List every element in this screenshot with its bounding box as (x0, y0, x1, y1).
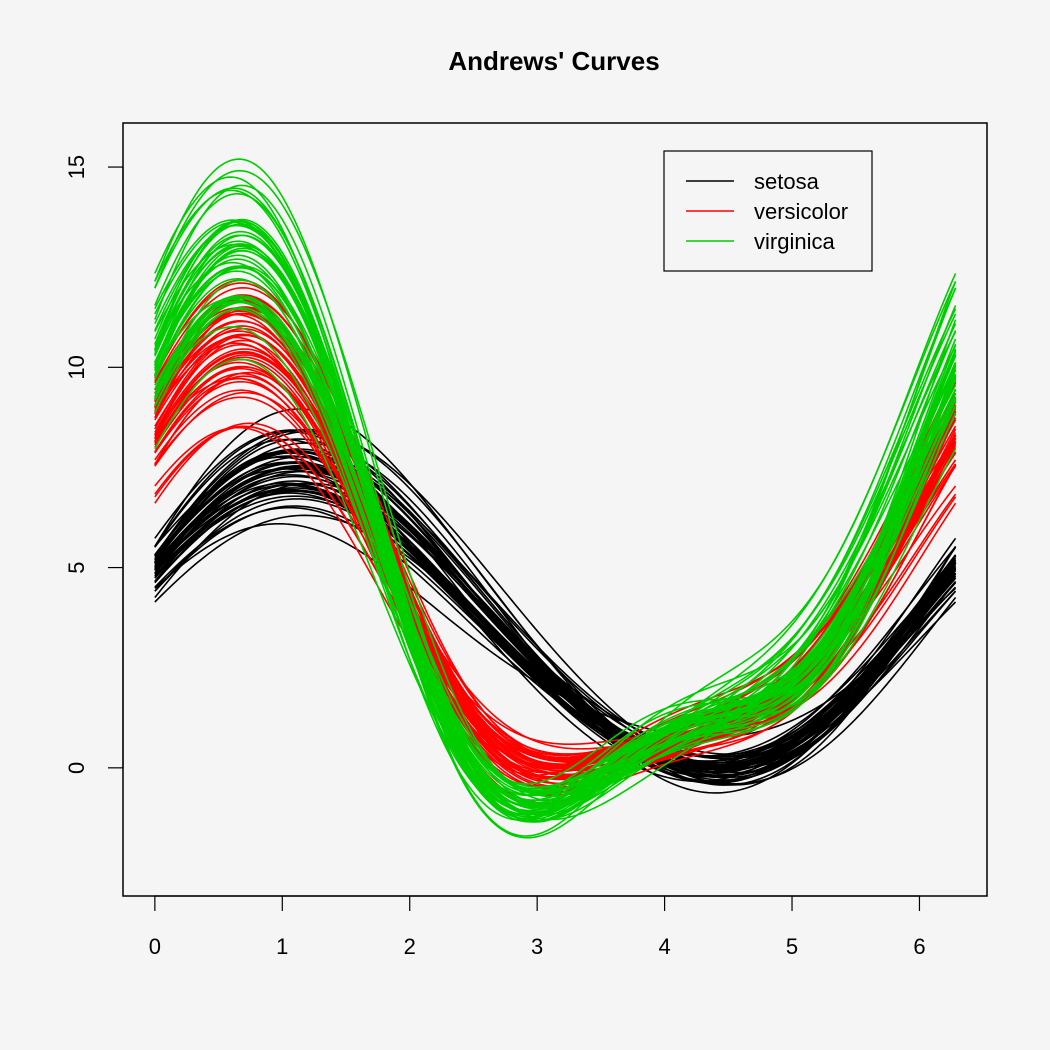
curve-setosa-50 (154, 475, 957, 766)
curve-virginica-19 (154, 176, 957, 837)
x-axis: 0 1 2 3 4 5 6 (149, 895, 926, 959)
chart-title: Andrews' Curves (448, 46, 659, 76)
curve-setosa-48 (154, 490, 957, 773)
legend-label-virginica: virginica (754, 229, 835, 254)
curve-versicolor-39 (154, 354, 957, 776)
y-axis: 0 5 10 15 (64, 155, 124, 774)
x-tick-label: 5 (786, 934, 798, 959)
legend: setosa versicolor virginica (663, 150, 873, 272)
curve-virginica-36 (154, 193, 957, 803)
curve-virginica-46 (154, 249, 957, 796)
y-tick-label: 15 (64, 155, 89, 179)
curve-versicolor-49 (154, 422, 957, 746)
y-tick-label: 10 (64, 355, 89, 379)
curves-layer (154, 158, 957, 839)
curve-setosa-42 (154, 522, 957, 738)
curve-virginica-35 (154, 298, 957, 821)
curve-setosa-43 (154, 498, 957, 778)
curve-versicolor-44 (154, 425, 957, 760)
curve-virginica-30 (154, 243, 957, 798)
curve-virginica-20 (154, 326, 957, 802)
curve-virginica-44 (154, 219, 957, 819)
x-tick-label: 3 (531, 934, 543, 959)
curve-setosa-37 (154, 456, 957, 758)
curve-virginica-23 (154, 189, 957, 823)
curve-virginica-47 (154, 295, 957, 797)
y-tick-label: 5 (64, 561, 89, 573)
curve-virginica-33 (154, 254, 957, 820)
curve-virginica-9 (154, 261, 957, 815)
legend-label-setosa: setosa (754, 169, 820, 194)
x-tick-label: 2 (404, 934, 416, 959)
x-tick-label: 1 (276, 934, 288, 959)
curve-virginica-49 (154, 247, 957, 814)
curve-virginica-50 (154, 295, 957, 808)
curve-virginica-48 (154, 267, 957, 797)
x-tick-label: 4 (658, 934, 670, 959)
y-tick-label: 0 (64, 762, 89, 774)
curve-versicolor-50 (154, 356, 957, 772)
curve-virginica-32 (154, 169, 957, 802)
x-tick-label: 0 (149, 934, 161, 959)
legend-label-versicolor: versicolor (754, 199, 848, 224)
x-tick-label: 6 (913, 934, 925, 959)
